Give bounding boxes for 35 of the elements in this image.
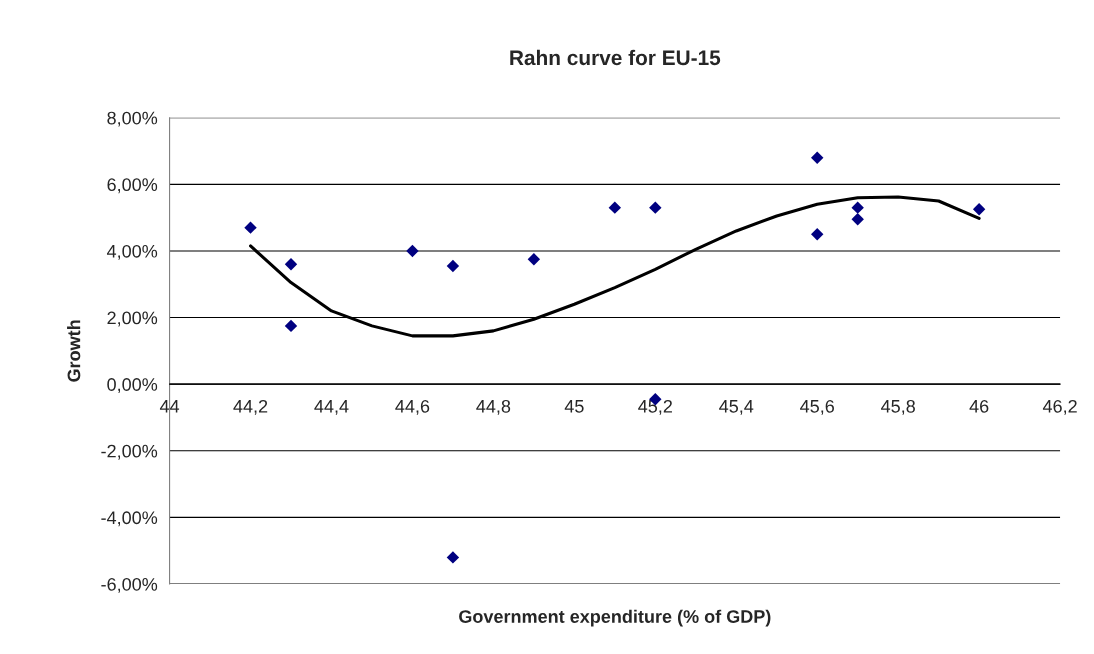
point bbox=[527, 253, 541, 266]
point bbox=[284, 319, 298, 333]
point bbox=[608, 201, 622, 214]
x-tick-label: 45 bbox=[564, 400, 584, 413]
y-tick-label: -4,00% bbox=[101, 511, 158, 527]
point bbox=[244, 221, 257, 234]
point bbox=[811, 228, 824, 241]
y-tick-label: 4,00% bbox=[106, 244, 158, 260]
y-axis-title: Growth bbox=[67, 320, 81, 382]
point bbox=[406, 244, 419, 258]
x-tick-label: 46,2 bbox=[1042, 399, 1077, 415]
point bbox=[284, 258, 298, 271]
x-tick-label: 44,6 bbox=[395, 399, 430, 415]
y-tick-label: 2,00% bbox=[107, 311, 158, 327]
point bbox=[446, 259, 460, 273]
x-tick-label: 44,8 bbox=[476, 399, 511, 415]
point bbox=[649, 201, 662, 214]
x-tick-label: 45,6 bbox=[800, 399, 834, 415]
y-tick-label: -2,00% bbox=[101, 444, 158, 460]
point bbox=[972, 203, 986, 216]
x-tick-label: 44,2 bbox=[233, 399, 268, 415]
point bbox=[811, 151, 824, 164]
point bbox=[446, 551, 460, 564]
point bbox=[851, 201, 864, 214]
y-tick-label: -6,00% bbox=[101, 577, 158, 593]
x-tick-label: 45,8 bbox=[881, 399, 915, 415]
x-axis-title: Government expenditure (% of GDP) bbox=[459, 609, 771, 627]
y-tick-label: 0,00% bbox=[107, 378, 158, 394]
x-tick-label: 46 bbox=[969, 399, 989, 413]
y-tick-label: 8,00% bbox=[107, 111, 158, 127]
point bbox=[851, 213, 864, 226]
y-tick-label: 6,00% bbox=[107, 178, 158, 194]
chart-title: Rahn curve for EU-15 bbox=[510, 49, 721, 66]
x-tick-label: 44,4 bbox=[314, 400, 349, 415]
x-tick-label: 45,4 bbox=[719, 400, 754, 415]
